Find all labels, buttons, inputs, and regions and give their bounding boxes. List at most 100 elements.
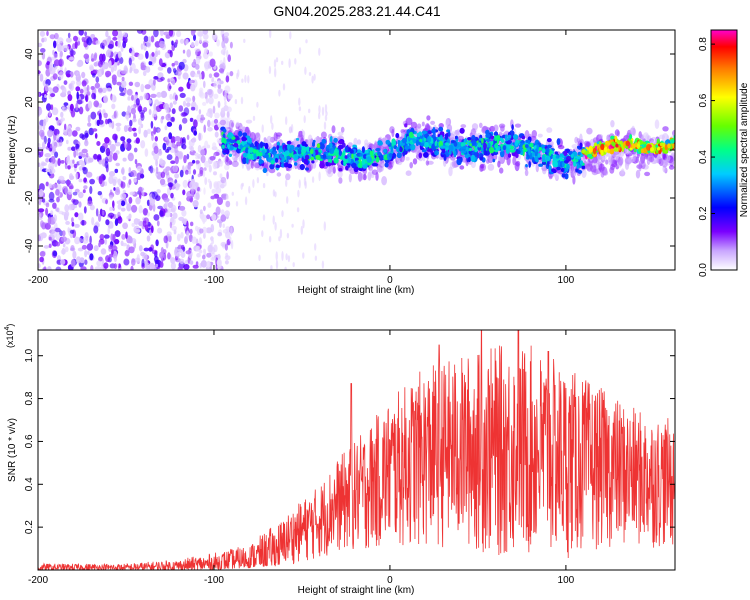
spectrogram-cell	[409, 162, 414, 169]
spectrogram-cell	[199, 36, 202, 43]
spectrogram-cell	[198, 146, 201, 152]
spectrogram-cell	[41, 52, 46, 60]
spectrogram-cell	[272, 215, 275, 225]
spectrogram-cell	[56, 196, 60, 203]
spectrogram-cell	[63, 44, 69, 52]
spectrogram-cell	[127, 152, 134, 162]
spectrogram-cell	[118, 263, 121, 269]
spectrogram-cell	[74, 41, 78, 49]
spectrogram-cell	[96, 260, 102, 267]
spectrogram-cell	[175, 182, 179, 187]
spectrogram-cell	[148, 99, 152, 104]
spectrogram-cell	[110, 66, 114, 73]
spectrogram-cell	[182, 179, 188, 188]
spectrogram-cell	[305, 39, 308, 44]
spectrogram-cell	[98, 176, 103, 185]
spectrogram-cell	[337, 131, 344, 136]
spectrogram-cell	[66, 73, 71, 78]
spectrogram-cell	[537, 133, 543, 138]
spectrogram-cell	[120, 80, 127, 88]
spectrogram-cell	[235, 121, 240, 127]
spectrogram-cell	[166, 231, 172, 237]
spectrogram-cell	[38, 125, 43, 130]
spectrogram-cell	[43, 37, 47, 42]
spectrogram-cell	[49, 66, 56, 75]
spectrogram-cell	[224, 260, 229, 265]
spectrogram-cell	[459, 127, 465, 134]
spectrogram-cell	[404, 123, 408, 128]
spectrogram-cell	[176, 30, 182, 38]
spectrogram-cell	[153, 145, 159, 154]
spectrogram-cell	[182, 72, 189, 80]
spectrogram-cell	[308, 72, 312, 76]
spectrogram-cell	[198, 132, 201, 141]
spectrogram-cell	[167, 252, 171, 260]
spectrogram-cell	[356, 149, 362, 154]
spectrogram-cell	[143, 35, 149, 42]
spectrogram-cell	[206, 252, 212, 258]
spectrogram-cell	[111, 103, 116, 110]
spectrogram-cell	[220, 214, 227, 222]
spectrogram-cell	[571, 170, 576, 177]
spectrogram-cell	[84, 95, 88, 101]
spectrogram-cell	[55, 241, 61, 247]
spectrogram-cell	[70, 80, 76, 85]
spectrogram-cell	[304, 66, 307, 76]
spectrogram-cell	[59, 230, 64, 237]
spectrogram-cell	[79, 88, 84, 94]
spectrogram-cell	[211, 188, 216, 194]
spectrogram-cell	[42, 198, 46, 203]
spectrogram-cell	[121, 70, 127, 74]
spectrogram-cell	[166, 146, 172, 151]
spectrogram-cell	[131, 204, 138, 213]
spectrogram-cell	[178, 86, 184, 92]
spectrogram-cell	[51, 145, 56, 154]
spectrogram-cell	[325, 111, 328, 116]
spectrogram-cell	[191, 42, 195, 48]
spectrogram-cell	[114, 230, 121, 238]
spectrogram-cell	[629, 127, 636, 136]
spectrogram-cell	[214, 112, 220, 119]
spectrogram-cell	[136, 30, 144, 34]
spectrogram-cell	[180, 251, 186, 258]
spectrogram-cell	[116, 263, 119, 268]
spectrogram-cell	[161, 115, 165, 120]
spectrogram-cell	[45, 207, 49, 216]
spectrogram-cell	[169, 93, 173, 100]
spectrogram-cell	[103, 262, 109, 269]
spectrogram-cell	[244, 196, 248, 206]
spectrogram-cell	[53, 40, 57, 49]
spectrogram-cell	[226, 171, 229, 180]
spectrogram-cell	[51, 107, 59, 116]
spectrogram-cell	[198, 237, 202, 246]
spectrogram-cell	[65, 156, 70, 165]
spectrogram-cell	[648, 151, 655, 157]
spectrogram-cell	[213, 171, 217, 176]
spectrogram-cell	[192, 61, 196, 67]
spectrogram-cell	[49, 62, 54, 69]
spectrogram-cell	[187, 164, 191, 170]
spectrogram-cell	[163, 197, 170, 203]
spectrogram-cell	[221, 40, 226, 49]
spectrogram-cell	[82, 189, 86, 194]
spectrogram-cell	[568, 161, 573, 166]
spectrogram-cell	[162, 142, 167, 151]
spectrogram-cell	[123, 141, 128, 149]
spectrogram-cell	[189, 181, 196, 190]
spectrogram-cell	[221, 194, 228, 200]
spectrogram-cell	[224, 243, 228, 251]
spectrogram-cell	[280, 162, 285, 168]
spectrogram-cell	[163, 31, 170, 36]
spectrogram-cell	[231, 191, 234, 196]
spectrogram-cell	[44, 153, 51, 158]
spectrogram-cell	[593, 164, 597, 174]
spectrogram-cell	[143, 45, 147, 51]
spectrogram-cell	[176, 233, 181, 242]
spectrogram-cell	[46, 30, 49, 37]
spectrogram-cell	[226, 116, 231, 121]
spectrogram-cell	[198, 249, 203, 254]
spectrogram-cell	[181, 244, 185, 250]
spectrogram-cell	[120, 207, 126, 212]
spectrogram-cell	[147, 221, 151, 227]
spectrogram-cell	[133, 147, 138, 153]
